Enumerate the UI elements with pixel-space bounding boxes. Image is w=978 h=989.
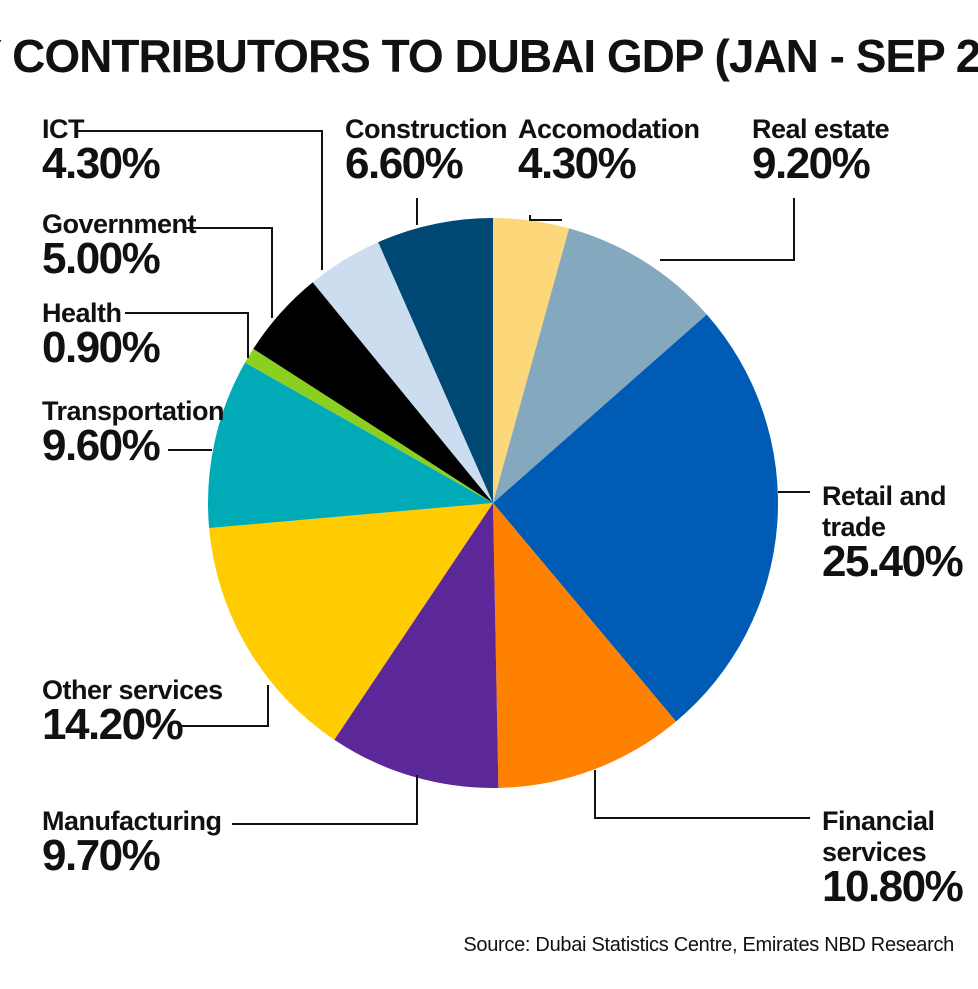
slice-manufacturing bbox=[334, 503, 499, 789]
label-ict: ICT bbox=[42, 114, 85, 144]
leader-line-government bbox=[185, 227, 273, 318]
leader-line-real-estate bbox=[660, 198, 795, 261]
leader-line-other-services bbox=[180, 685, 269, 727]
value-construction: 6.60% bbox=[345, 139, 463, 188]
chart-title: KEY CONTRIBUTORS TO DUBAI GDP (JAN - SEP… bbox=[0, 30, 978, 82]
label-construction: Construction bbox=[345, 114, 507, 144]
value-health: 0.90% bbox=[42, 323, 160, 372]
slice-other-services bbox=[209, 503, 493, 740]
leader-lines bbox=[75, 130, 810, 825]
slice-construction bbox=[378, 218, 493, 503]
leader-line-health bbox=[125, 312, 249, 358]
value-ict: 4.30% bbox=[42, 139, 160, 188]
label-accomodation: Accomodation bbox=[518, 114, 700, 144]
label-transportation: Transportation bbox=[42, 396, 224, 426]
slice-ict bbox=[312, 242, 493, 503]
slice-financial-services bbox=[493, 503, 677, 788]
slice-transportation bbox=[207, 362, 493, 529]
pie-slices bbox=[207, 218, 778, 789]
label-government: Government bbox=[42, 209, 197, 239]
value-financial-services: 10.80% bbox=[822, 862, 963, 911]
value-government: 5.00% bbox=[42, 234, 160, 283]
leader-line-accomodation bbox=[529, 215, 562, 221]
value-accomodation: 4.30% bbox=[518, 139, 636, 188]
value-other-services: 14.20% bbox=[42, 700, 183, 749]
label-manufacturing: Manufacturing bbox=[42, 806, 222, 836]
slice-government bbox=[253, 282, 493, 503]
value-manufacturing: 9.70% bbox=[42, 831, 160, 880]
value-real-estate: 9.20% bbox=[752, 139, 870, 188]
chart-source: Source: Dubai Statistics Centre, Emirate… bbox=[463, 934, 954, 956]
slice-health bbox=[245, 348, 493, 503]
label-other-services: Other services bbox=[42, 675, 223, 705]
leader-line-financial-services bbox=[594, 770, 810, 819]
slice-accomodation bbox=[493, 218, 570, 503]
label-financial-services: Financial services bbox=[822, 806, 935, 867]
label-real-estate: Real estate bbox=[752, 114, 890, 144]
value-transportation: 9.60% bbox=[42, 421, 160, 470]
leader-line-manufacturing bbox=[232, 775, 418, 825]
slice-real-estate bbox=[493, 228, 707, 503]
label-health: Health bbox=[42, 298, 122, 328]
slice-retail-and-trade bbox=[493, 314, 778, 722]
value-retail-and-trade: 25.40% bbox=[822, 537, 963, 586]
label-retail-and-trade: Retail and trade bbox=[822, 481, 946, 542]
leader-line-ict bbox=[75, 130, 323, 270]
